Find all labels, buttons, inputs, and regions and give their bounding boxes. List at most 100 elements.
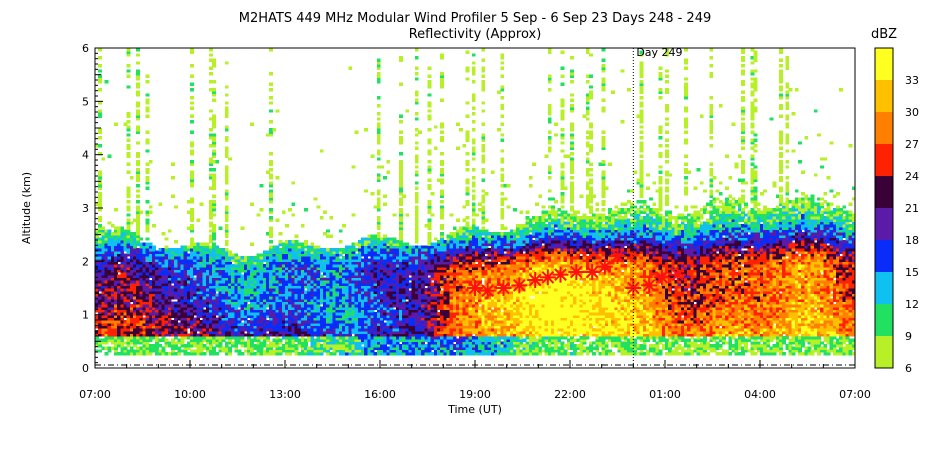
reflectivity-cell bbox=[452, 237, 457, 244]
reflectivity-cell bbox=[573, 296, 577, 305]
reflectivity-cell bbox=[167, 282, 172, 297]
reflectivity-cell bbox=[342, 264, 346, 268]
reflectivity-cell bbox=[142, 290, 147, 302]
reflectivity-cell bbox=[209, 173, 213, 177]
reflectivity-cell bbox=[180, 288, 185, 297]
reflectivity-cell bbox=[525, 314, 530, 318]
reflectivity-cell bbox=[269, 306, 273, 310]
reflectivity-cell bbox=[456, 333, 460, 337]
reflectivity-cell bbox=[266, 304, 270, 308]
reflectivity-cell bbox=[114, 349, 118, 353]
reflectivity-cell bbox=[367, 330, 372, 334]
reflectivity-cell bbox=[408, 338, 413, 342]
reflectivity-cell bbox=[155, 266, 159, 270]
reflectivity-cell bbox=[250, 293, 254, 297]
reflectivity-cell bbox=[142, 336, 147, 342]
reflectivity-cell bbox=[440, 346, 444, 350]
reflectivity-cell bbox=[500, 317, 505, 321]
reflectivity-cell bbox=[414, 146, 419, 150]
reflectivity-cell bbox=[433, 280, 438, 284]
reflectivity-cell bbox=[427, 245, 432, 257]
reflectivity-cell bbox=[243, 320, 248, 324]
reflectivity-cell bbox=[215, 266, 220, 270]
reflectivity-cell bbox=[373, 288, 378, 292]
reflectivity-cell bbox=[145, 325, 150, 329]
reflectivity-cell bbox=[380, 258, 384, 262]
reflectivity-cell bbox=[310, 346, 315, 350]
reflectivity-cell bbox=[481, 336, 486, 340]
reflectivity-cell bbox=[180, 245, 185, 254]
reflectivity-cell bbox=[247, 288, 251, 294]
reflectivity-cell bbox=[110, 274, 115, 278]
reflectivity-cell bbox=[570, 296, 574, 305]
reflectivity-cell bbox=[570, 234, 574, 238]
reflectivity-cell bbox=[326, 264, 330, 270]
reflectivity-cell bbox=[98, 245, 102, 249]
reflectivity-cell bbox=[471, 266, 476, 270]
reflectivity-cell bbox=[136, 248, 140, 254]
reflectivity-cell bbox=[247, 258, 251, 262]
reflectivity-cell bbox=[560, 301, 565, 305]
reflectivity-cell bbox=[174, 290, 178, 294]
reflectivity-cell bbox=[364, 338, 368, 348]
reflectivity-cell bbox=[383, 309, 387, 313]
reflectivity-cell bbox=[310, 336, 315, 348]
reflectivity-cell bbox=[123, 272, 128, 278]
reflectivity-cell bbox=[234, 325, 239, 329]
reflectivity-cell bbox=[120, 282, 125, 286]
reflectivity-cell bbox=[380, 240, 384, 249]
reflectivity-cell bbox=[361, 346, 365, 350]
reflectivity-cell bbox=[209, 338, 213, 345]
reflectivity-cell bbox=[399, 330, 403, 334]
reflectivity-cell bbox=[291, 269, 296, 273]
reflectivity-cell bbox=[566, 338, 571, 342]
reflectivity-cell bbox=[560, 317, 565, 321]
reflectivity-cell bbox=[370, 328, 375, 332]
reflectivity-cell bbox=[152, 269, 156, 276]
reflectivity-cell bbox=[421, 277, 425, 281]
reflectivity-cell bbox=[525, 266, 530, 270]
reflectivity-cell bbox=[139, 341, 144, 345]
reflectivity-cell bbox=[386, 312, 391, 316]
reflectivity-cell bbox=[424, 330, 429, 337]
reflectivity-cell bbox=[503, 280, 508, 284]
reflectivity-cell bbox=[516, 264, 520, 273]
reflectivity-cell bbox=[136, 301, 140, 305]
reflectivity-cell bbox=[465, 261, 470, 265]
reflectivity-cell bbox=[133, 272, 137, 276]
reflectivity-cell bbox=[456, 346, 460, 350]
reflectivity-cell bbox=[570, 136, 574, 140]
reflectivity-cell bbox=[440, 160, 444, 166]
reflectivity-cell bbox=[399, 333, 403, 337]
reflectivity-cell bbox=[234, 264, 239, 268]
reflectivity-cell bbox=[224, 213, 229, 222]
reflectivity-cell bbox=[440, 77, 444, 89]
reflectivity-cell bbox=[110, 298, 115, 302]
reflectivity-cell bbox=[123, 349, 128, 353]
reflectivity-cell bbox=[462, 293, 467, 300]
reflectivity-cell bbox=[174, 320, 178, 326]
reflectivity-cell bbox=[509, 298, 514, 305]
reflectivity-cell bbox=[411, 274, 416, 281]
reflectivity-cell bbox=[497, 349, 501, 356]
reflectivity-cell bbox=[414, 250, 419, 257]
reflectivity-cell bbox=[307, 312, 311, 316]
reflectivity-cell bbox=[424, 261, 429, 265]
reflectivity-cell bbox=[237, 320, 242, 324]
reflectivity-cell bbox=[544, 328, 549, 332]
reflectivity-cell bbox=[253, 290, 258, 297]
reflectivity-cell bbox=[509, 336, 514, 340]
reflectivity-cell bbox=[500, 114, 505, 118]
reflectivity-cell bbox=[342, 314, 346, 321]
reflectivity-cell bbox=[294, 338, 299, 342]
reflectivity-cell bbox=[98, 333, 102, 337]
reflectivity-cell bbox=[532, 234, 536, 238]
reflectivity-cell bbox=[525, 280, 530, 284]
reflectivity-cell bbox=[354, 253, 359, 257]
reflectivity-cell bbox=[506, 338, 511, 342]
reflectivity-cell bbox=[424, 314, 429, 318]
reflectivity-cell bbox=[186, 282, 191, 286]
reflectivity-cell bbox=[190, 336, 194, 340]
reflectivity-cell bbox=[228, 293, 232, 297]
reflectivity-cell bbox=[427, 200, 432, 206]
